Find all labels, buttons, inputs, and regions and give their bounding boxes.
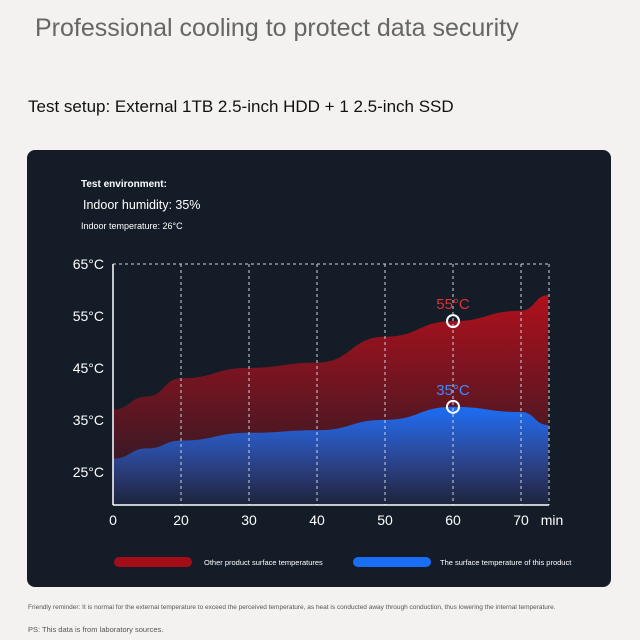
annotation-marker (446, 314, 460, 329)
legend-swatch-other (114, 557, 192, 567)
annotation-label: 35°C (436, 382, 470, 399)
annotation-label: 55°C (436, 296, 470, 313)
x-tick-label: 60 (445, 512, 461, 528)
y-tick-label: 55°C (73, 308, 104, 324)
y-tick-label: 35°C (73, 412, 104, 428)
x-tick-label: 50 (377, 512, 393, 528)
series-area-1 (113, 406, 549, 505)
x-unit-label: min (541, 512, 564, 528)
legend-swatch-this (353, 557, 431, 567)
x-tick-label: 0 (109, 512, 117, 528)
test-setup: Test setup: External 1TB 2.5-inch HDD + … (28, 97, 454, 116)
x-tick-label: 20 (173, 512, 189, 528)
headline: Professional cooling to protect data sec… (35, 14, 519, 42)
env-temperature: Indoor temperature: 26°C (81, 221, 183, 231)
ps-note: PS: This data is from laboratory sources… (28, 625, 164, 634)
friendly-reminder: Friendly reminder: It is normal for the … (28, 604, 556, 611)
env-humidity: Indoor humidity: 35% (83, 198, 201, 212)
legend-label-this: The surface temperature of this product (440, 558, 572, 567)
x-tick-label: 70 (513, 512, 529, 528)
y-tick-label: 45°C (73, 360, 104, 376)
y-tick-label: 65°C (73, 256, 104, 272)
legend-label-other: Other product surface temperatures (204, 558, 323, 567)
annotation-marker (446, 399, 460, 414)
x-tick-label: 30 (241, 512, 257, 528)
y-tick-label: 25°C (73, 464, 104, 480)
x-tick-label: 40 (309, 512, 325, 528)
env-title: Test environment: (81, 179, 167, 190)
